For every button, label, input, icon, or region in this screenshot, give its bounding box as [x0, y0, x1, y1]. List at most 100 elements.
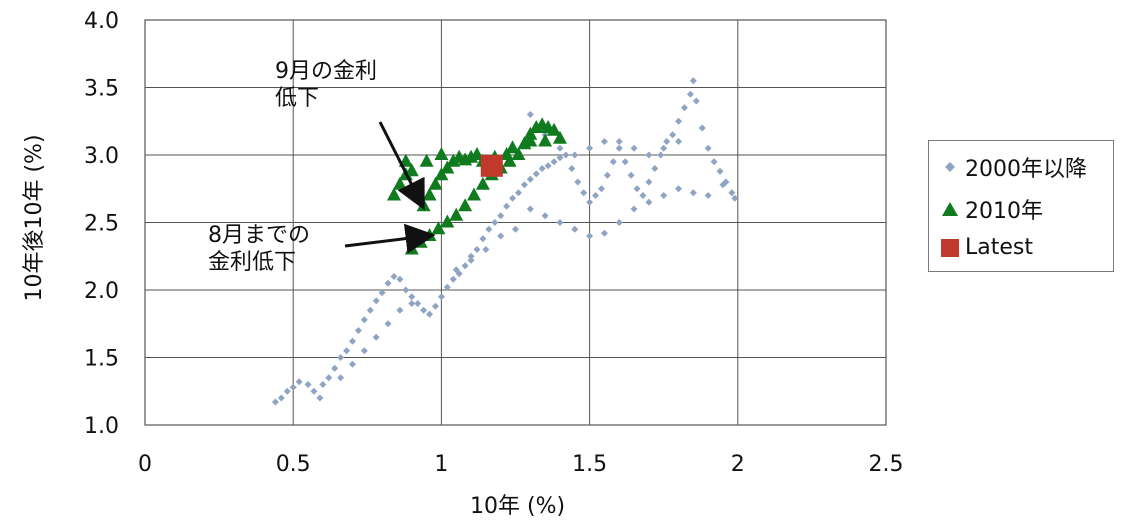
point-2000: [408, 293, 415, 300]
point-2000: [586, 145, 593, 152]
point-2000: [568, 165, 575, 172]
y-tick-label: 2.5: [84, 212, 119, 237]
x-tick-label: 1: [434, 452, 448, 477]
legend-item-latest: Latest: [939, 235, 1033, 260]
point-2000: [396, 276, 403, 283]
point-2000: [675, 138, 682, 145]
legend-label-latest: Latest: [965, 235, 1033, 260]
point-2000: [296, 378, 303, 385]
point-2000: [349, 361, 356, 368]
point-2000: [717, 168, 724, 175]
point-2000: [385, 280, 392, 287]
point-2000: [361, 347, 368, 354]
square-icon: [939, 237, 961, 259]
legend-item-2010: 2010年: [939, 193, 1043, 225]
point-2000: [634, 185, 641, 192]
legend: 2000年以降 2010年 Latest: [928, 140, 1114, 272]
point-2000: [571, 152, 578, 159]
point-2000: [349, 338, 356, 345]
point-2000: [361, 316, 368, 323]
point-2000: [373, 297, 380, 304]
point-2000: [711, 158, 718, 165]
point-2000: [426, 311, 433, 318]
point-2000: [373, 334, 380, 341]
point-2000: [639, 192, 646, 199]
point-2000: [521, 181, 528, 188]
annotation-arrow: [380, 122, 421, 202]
point-2000: [663, 138, 670, 145]
point-2000: [438, 293, 445, 300]
x-tick-label: 2: [731, 452, 745, 477]
point-2000: [355, 327, 362, 334]
point-2000: [645, 179, 652, 186]
annotation-arrow: [345, 236, 427, 246]
triangle-icon: [939, 198, 961, 220]
point-2000: [497, 233, 504, 240]
point-2000: [651, 165, 658, 172]
diamond-icon: [939, 156, 961, 178]
point-2000: [343, 347, 350, 354]
point-2000: [631, 206, 638, 213]
point-2000: [509, 195, 516, 202]
point-2000: [551, 158, 558, 165]
series-layer: [272, 77, 738, 405]
point-2000: [669, 131, 676, 138]
point-2000: [657, 152, 664, 159]
legend-label-2000: 2000年以降: [965, 151, 1087, 183]
point-2000: [367, 307, 374, 314]
point-2000: [512, 226, 519, 233]
point-2000: [699, 125, 706, 132]
point-2000: [681, 104, 688, 111]
point-2000: [545, 162, 552, 169]
point-2000: [316, 395, 323, 402]
annotation-september: 9月の金利 低下: [275, 58, 377, 112]
point-2000: [645, 152, 652, 159]
point-2000: [432, 303, 439, 310]
point-2000: [571, 226, 578, 233]
point-2000: [402, 287, 409, 294]
y-axis-title: 10年後10年 (%): [16, 118, 48, 318]
point-2000: [497, 212, 504, 219]
annotation-arrows: [345, 122, 427, 246]
point-2000: [479, 235, 486, 242]
point-2000: [527, 111, 534, 118]
y-tick-label: 4.0: [84, 9, 119, 34]
point-2000: [556, 145, 563, 152]
y-tick-label: 3.5: [84, 77, 119, 102]
point-2010: [434, 147, 448, 160]
y-tick-label: 3.0: [84, 144, 119, 169]
point-2000: [473, 246, 480, 253]
point-2000: [687, 91, 694, 98]
point-2000: [616, 145, 623, 152]
x-axis-title: 10年 (%): [470, 488, 565, 520]
x-tick-label: 2.5: [869, 452, 904, 477]
point-2000: [586, 233, 593, 240]
point-2000: [305, 381, 312, 388]
point-2000: [533, 170, 540, 177]
point-2000: [675, 185, 682, 192]
point-2000: [396, 307, 403, 314]
point-2000: [390, 273, 397, 280]
point-2000: [693, 98, 700, 105]
point-2000: [675, 118, 682, 125]
y-tick-label: 1.0: [84, 414, 119, 439]
point-2000: [601, 138, 608, 145]
point-2000: [622, 158, 629, 165]
point-2000: [574, 179, 581, 186]
point-2000: [616, 219, 623, 226]
point-2000: [462, 262, 469, 269]
point-2000: [604, 172, 611, 179]
point-2000: [290, 384, 297, 391]
point-2000: [592, 192, 599, 199]
x-tick-label: 1.5: [572, 452, 607, 477]
point-2000: [660, 145, 667, 152]
point-2000: [660, 192, 667, 199]
point-2000: [337, 354, 344, 361]
point-2000: [598, 185, 605, 192]
point-2000: [705, 192, 712, 199]
point-2000: [284, 388, 291, 395]
annotation-august: 8月までの 金利低下: [208, 222, 310, 276]
point-2000: [319, 381, 326, 388]
point-latest: [481, 155, 503, 177]
point-2000: [601, 230, 608, 237]
